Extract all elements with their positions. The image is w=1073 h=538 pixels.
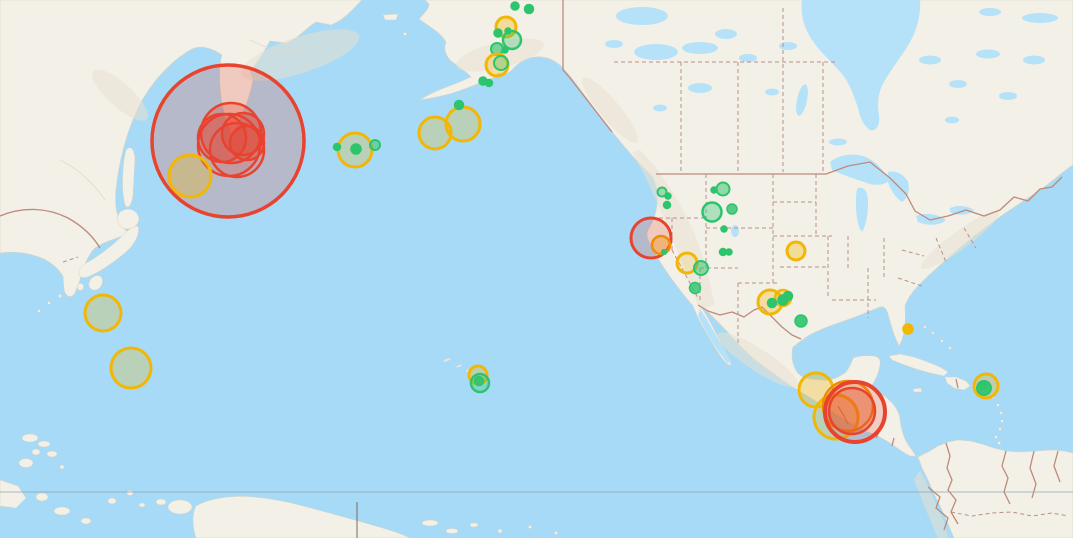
island-st-lawrence [382,13,399,21]
island-cuba [888,353,949,377]
earthquake-marker-red[interactable] [208,121,266,179]
earthquake-marker-green[interactable] [662,200,672,210]
island-shikoku [77,283,84,291]
island-kyushu [88,275,103,291]
earthquake-marker-green[interactable] [501,29,523,51]
border-hispaniola [955,378,959,389]
earthquake-marker-green[interactable] [493,28,503,38]
earthquake-marker-green[interactable] [656,186,668,198]
border-us-canada [656,161,1063,221]
border-korea-dmz [62,256,79,263]
earthquake-marker-green[interactable] [523,3,535,15]
lake-ontario [950,205,974,215]
island-new-guinea [192,496,411,538]
earthquake-marker-red[interactable] [228,124,266,162]
earthquake-marker-green[interactable] [725,248,733,256]
earthquake-marker-green[interactable] [766,297,778,309]
lake-superior [830,154,890,185]
island-ryukyu [37,309,41,313]
great-salt-lake [731,225,739,237]
earthquake-marker-green[interactable] [726,203,738,215]
island-hokkaido [117,208,140,230]
island-sakhalin [122,147,136,208]
earthquake-marker-yellow[interactable] [83,293,123,333]
island-bering [403,32,407,36]
islands-bahamas [923,325,952,350]
island-honshu [78,225,139,278]
earthquake-marker-yellow[interactable] [902,323,914,335]
terrain-shading [59,29,1000,538]
state-borders [614,8,977,345]
earthquake-marker-green[interactable] [782,290,794,302]
earthquake-marker-green[interactable] [701,201,723,223]
islands-southeast-asia [0,433,558,538]
island-jamaica [912,387,923,393]
earthquake-marker-green[interactable] [332,142,342,152]
border-mexico-guatemala [837,405,849,425]
earthquake-marker-green[interactable] [510,1,520,11]
earthquake-marker-green[interactable] [369,139,381,151]
earthquake-marker-green[interactable] [710,186,718,194]
earthquake-marker-red[interactable] [827,386,877,436]
border-alaska-canada [562,0,613,133]
earthquake-marker-yellow[interactable] [785,240,807,262]
earthquake-marker-red[interactable] [629,216,673,260]
earthquake-marker-green[interactable] [688,281,702,295]
earthquake-marker-green[interactable] [484,78,494,88]
earthquake-marker-green[interactable] [979,382,987,390]
earthquake-marker-green[interactable] [473,375,485,387]
earthquake-markers-layer[interactable] [83,1,1000,444]
lake-winnipeg [796,84,808,116]
border-us-mexico [697,304,802,340]
earthquake-marker-green[interactable] [501,46,509,54]
earthquake-marker-green[interactable] [720,225,728,233]
earthquake-marker-green[interactable] [693,260,709,276]
lakes [605,0,1058,363]
earthquake-marker-yellow[interactable] [109,346,153,390]
earthquake-marker-green[interactable] [453,99,465,111]
border-russia-china [0,208,101,249]
earthquake-marker-yellow[interactable] [167,153,213,199]
island-ryukyu [58,294,62,298]
gulf-of-california [698,309,731,363]
earthquake-marker-green[interactable] [660,248,668,256]
earthquake-marker-yellow[interactable] [444,105,482,143]
earthquake-marker-yellow[interactable] [417,115,453,151]
hudson-bay [801,0,921,131]
island-ryukyu [47,301,51,305]
earthquake-marker-green[interactable] [794,314,808,328]
earthquake-marker-green[interactable] [664,192,672,200]
earthquake-marker-green[interactable] [350,143,362,155]
earthquake-marker-red[interactable] [150,63,306,219]
landmass-south-america [917,439,1073,538]
lake-michigan [856,187,868,232]
earthquake-marker-green[interactable] [493,55,509,71]
earthquake-marker-green[interactable] [715,181,731,197]
